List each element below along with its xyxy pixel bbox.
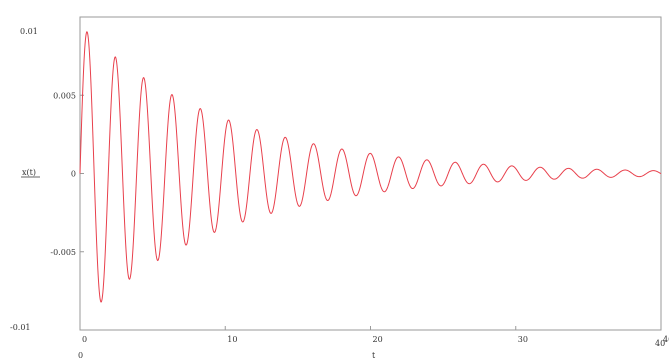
series-line [79, 31, 662, 303]
x-axis-variable-label: t [372, 351, 376, 360]
x-tick-label: 20 [373, 335, 383, 344]
y-range-max-label: 0.01 [20, 27, 38, 36]
y-range-min-label: -0.01 [10, 323, 31, 332]
x-tick-label: 10 [227, 335, 237, 344]
x-range-max-label: 40 [655, 339, 665, 348]
x-axis-ticks: 0 10 20 30 40 [79, 326, 669, 344]
plot-frame [79, 16, 662, 331]
x-tick-label: 30 [518, 335, 528, 344]
x-tick-label: 40 [663, 335, 669, 344]
y-tick-label: -0.005 [50, 248, 76, 257]
y-axis-ticks: -0.005 0 0.005 [50, 91, 84, 257]
y-tick-label: 0 [71, 170, 76, 179]
x-range-min-label: 0 [78, 351, 83, 360]
x-tick-label: 0 [82, 335, 87, 344]
y-axis-variable-label: x(t) [22, 168, 36, 177]
y-tick-label: 0.005 [53, 91, 76, 100]
